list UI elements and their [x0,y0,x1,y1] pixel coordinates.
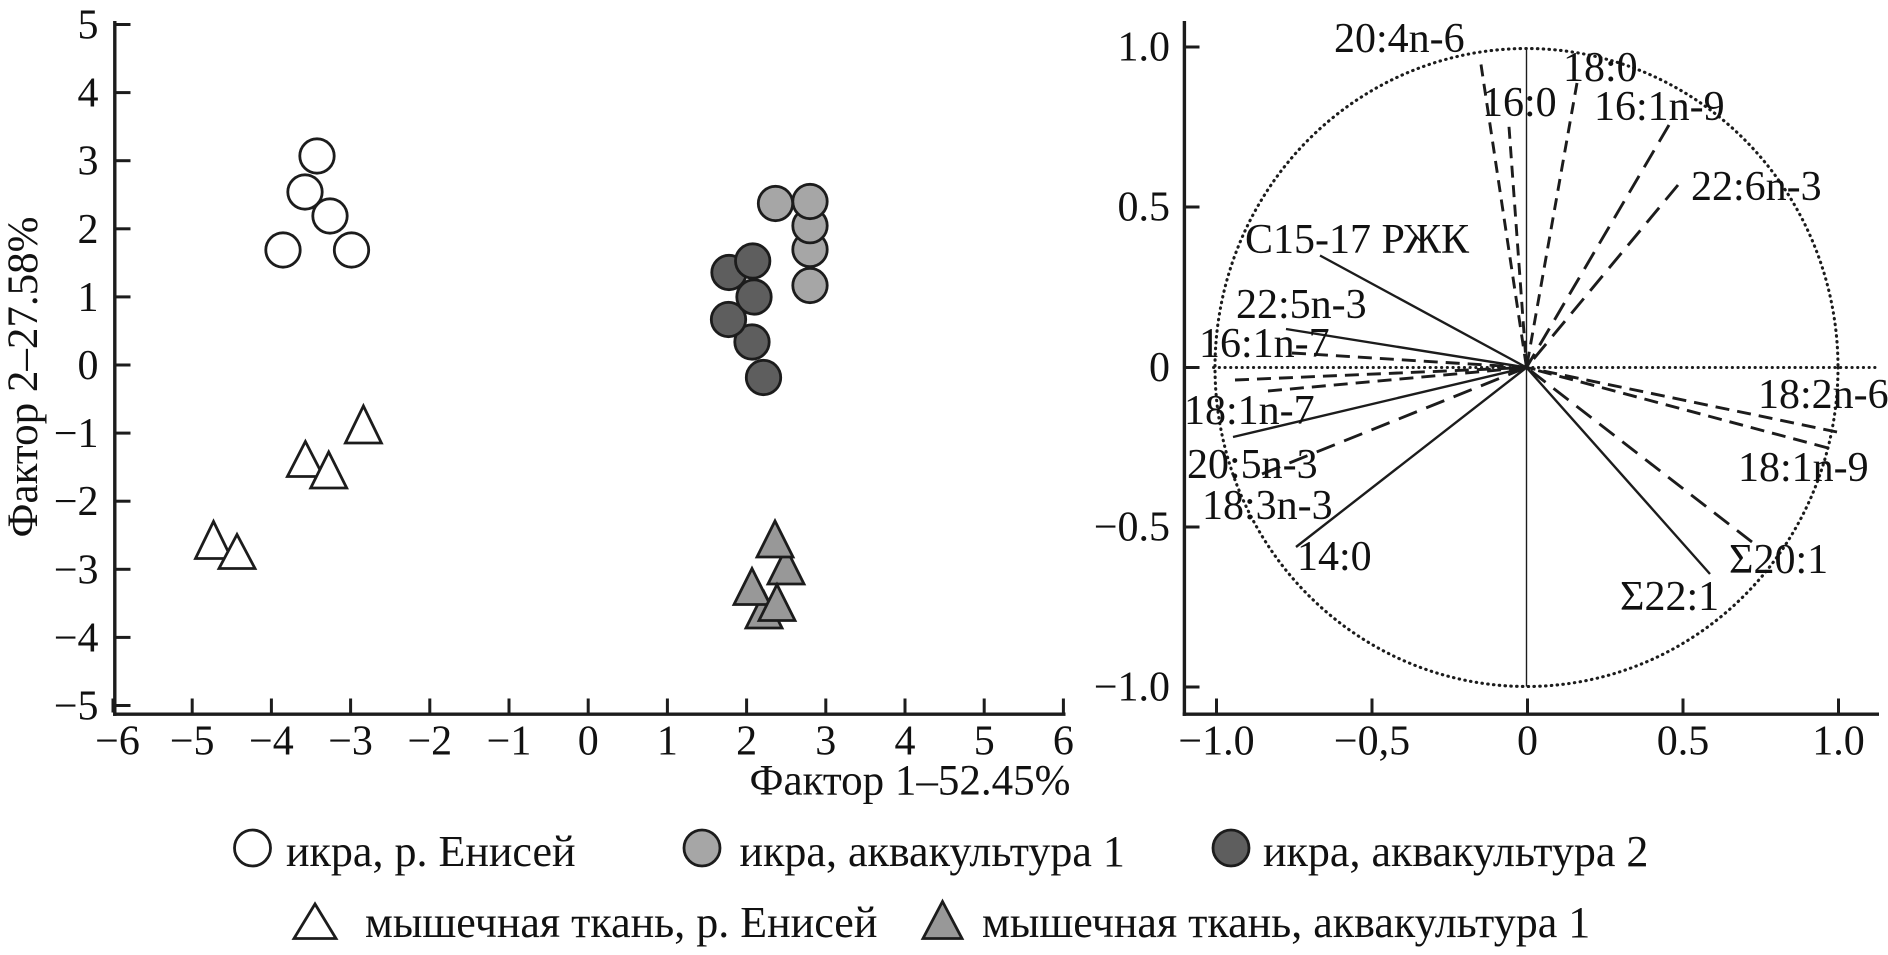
svg-text:С15-17 РЖК: С15-17 РЖК [1245,217,1470,263]
svg-text:Фактор 2–27.58%: Фактор 2–27.58% [0,217,47,538]
svg-text:1: 1 [657,719,678,765]
svg-text:−3: −3 [54,547,99,593]
svg-text:6: 6 [1053,719,1074,765]
svg-text:16:1n-9: 16:1n-9 [1594,84,1725,130]
svg-text:−5: −5 [170,719,215,765]
svg-text:16:1n-7: 16:1n-7 [1199,321,1330,367]
svg-text:20:4n-6: 20:4n-6 [1334,16,1465,62]
svg-text:2: 2 [78,207,99,253]
svg-text:икра, р. Енисей: икра, р. Енисей [286,827,576,876]
svg-text:Фактор 1–52.45%: Фактор 1–52.45% [750,758,1071,805]
svg-text:икра, аквакультура 1: икра, аквакультура 1 [740,827,1125,876]
svg-text:−5: −5 [54,684,99,730]
svg-text:18:1n-9: 18:1n-9 [1738,445,1869,491]
svg-text:5: 5 [974,719,995,765]
svg-text:−0,5: −0,5 [1334,719,1410,765]
svg-text:−2: −2 [54,479,99,525]
svg-text:18:0: 18:0 [1563,45,1638,91]
svg-text:0.5: 0.5 [1118,185,1171,231]
svg-text:3: 3 [815,719,836,765]
svg-text:18:1n-7: 18:1n-7 [1184,388,1315,434]
svg-text:22:6n-3: 22:6n-3 [1691,164,1822,210]
svg-text:0: 0 [1149,345,1170,391]
svg-text:22:5n-3: 22:5n-3 [1236,282,1367,328]
svg-text:−2: −2 [407,719,452,765]
svg-text:2: 2 [736,719,757,765]
svg-text:−0.5: −0.5 [1094,505,1170,551]
svg-text:0.5: 0.5 [1657,719,1710,765]
svg-text:Σ20:1: Σ20:1 [1729,537,1828,583]
svg-text:18:3n-3: 18:3n-3 [1202,483,1333,529]
svg-text:16:0: 16:0 [1482,80,1557,126]
svg-text:5: 5 [78,3,99,49]
svg-text:мышечная ткань, аквакультура 1: мышечная ткань, аквакультура 1 [982,898,1590,947]
svg-text:−3: −3 [328,719,373,765]
svg-text:−4: −4 [54,615,99,661]
svg-text:20:5n-3: 20:5n-3 [1187,442,1318,488]
svg-text:0: 0 [1517,719,1538,765]
svg-text:0: 0 [78,343,99,389]
svg-text:−1: −1 [54,411,99,457]
svg-text:14:0: 14:0 [1297,534,1372,580]
svg-text:мышечная ткань, р. Енисей: мышечная ткань, р. Енисей [365,898,877,947]
svg-text:1.0: 1.0 [1118,25,1171,71]
svg-text:18:2n-6: 18:2n-6 [1758,372,1888,418]
svg-text:−4: −4 [249,719,294,765]
svg-text:1: 1 [78,275,99,321]
svg-text:1.0: 1.0 [1812,719,1865,765]
svg-text:4: 4 [895,719,916,765]
svg-text:3: 3 [78,139,99,185]
svg-text:−6: −6 [95,719,140,765]
svg-text:−1: −1 [487,719,532,765]
svg-text:икра, аквакультура 2: икра, аквакультура 2 [1263,827,1648,876]
svg-text:−1.0: −1.0 [1178,719,1254,765]
svg-text:−1.0: −1.0 [1094,665,1170,711]
svg-text:4: 4 [78,71,99,117]
svg-text:Σ22:1: Σ22:1 [1620,574,1719,620]
svg-text:0: 0 [578,719,599,765]
